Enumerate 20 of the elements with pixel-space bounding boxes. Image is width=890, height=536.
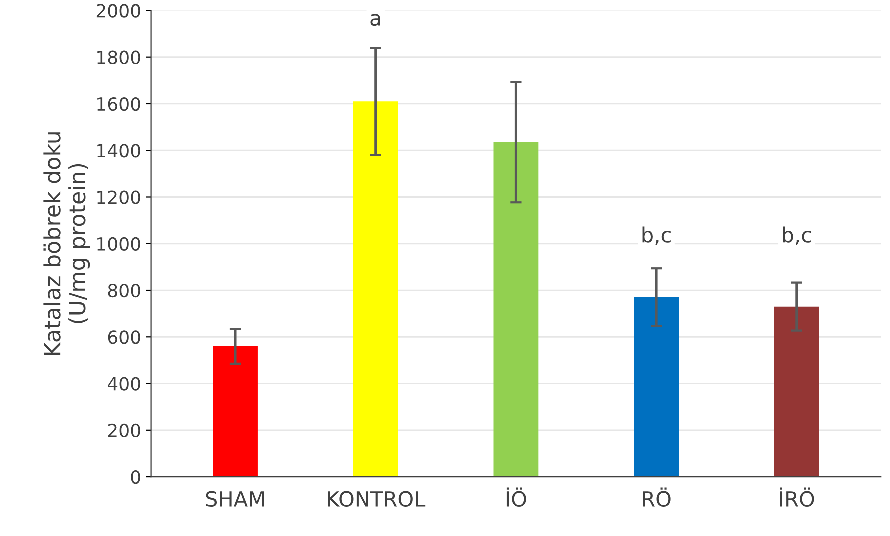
y-tick-label: 2000 [96, 4, 140, 18]
y-tick-label: 1800 [98, 50, 140, 64]
x-tick-label: İÖ [506, 488, 526, 508]
x-tick-label: KONTROL [328, 491, 426, 508]
x-tick-label: RÖ [643, 488, 671, 508]
y-tick-label: 1400 [98, 144, 140, 158]
x-tick-label: İRÖ [780, 488, 814, 508]
y-tick-label: 600 [108, 330, 140, 344]
annotation: b,c [783, 226, 812, 246]
y-tick-label: 1200 [98, 190, 140, 204]
y-tick-label: 1600 [98, 97, 140, 112]
y-axis-title: Katalaz böbrek doku (U/mg protein) [44, 132, 90, 356]
annotation: b,c [642, 226, 671, 246]
x-tick-label: SHAM [206, 491, 264, 508]
y-tick-label: 1000 [98, 237, 140, 251]
y-tick-label: 400 [108, 377, 140, 391]
y-tick-label: 0 [131, 470, 140, 484]
y-tick-label: 200 [108, 424, 140, 438]
annotation: a [370, 14, 380, 26]
y-tick-label: 800 [108, 284, 140, 298]
